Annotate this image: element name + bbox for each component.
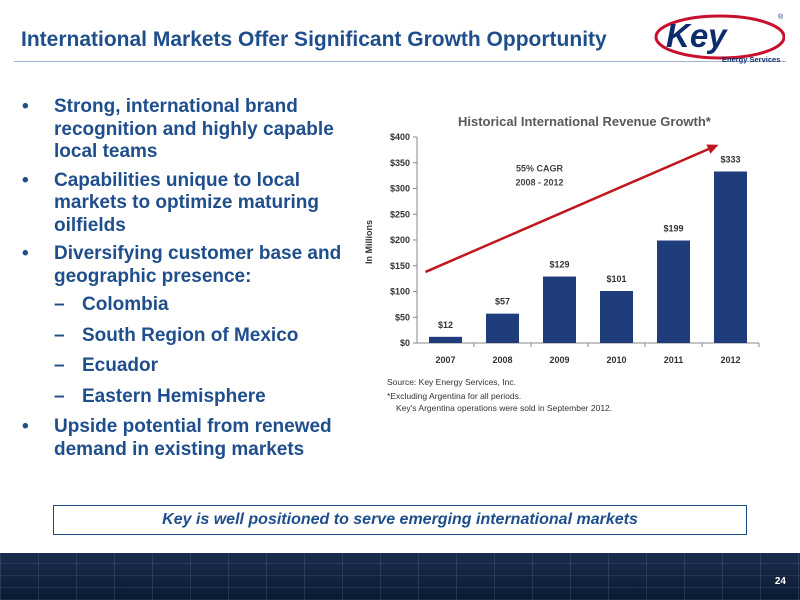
dash-mark: – bbox=[54, 324, 65, 346]
data-label: $199 bbox=[663, 224, 683, 234]
slide-title: International Markets Offer Significant … bbox=[21, 28, 607, 51]
bullet-text: Capabilities unique to local markets to … bbox=[54, 169, 319, 236]
dash-mark: – bbox=[54, 294, 65, 315]
bullet-mark: • bbox=[22, 416, 29, 437]
title-divider bbox=[14, 61, 786, 62]
chart-title: Historical International Revenue Growth* bbox=[458, 114, 711, 129]
bullet-text: Diversifying customer base and geographi… bbox=[54, 243, 342, 287]
y-tick-label: $400 bbox=[390, 132, 410, 142]
sub-bullet-item: – Eastern Hemisphere bbox=[22, 386, 362, 409]
bullet-text: Colombia bbox=[82, 294, 169, 315]
footnote-argentina-sold: Key's Argentina operations were sold in … bbox=[396, 403, 613, 413]
x-tick-label: 2009 bbox=[549, 355, 569, 365]
y-tick-label: $50 bbox=[395, 312, 410, 322]
bullet-text: Eastern Hemisphere bbox=[82, 385, 266, 407]
y-tick-label: $300 bbox=[390, 184, 410, 194]
footer-band bbox=[0, 553, 800, 600]
cagr-period-label: 2008 - 2012 bbox=[515, 178, 563, 188]
y-axis-label: In Millions bbox=[364, 220, 374, 264]
bullet-text: Upside potential from renewed demand in … bbox=[54, 416, 332, 460]
data-label: $101 bbox=[606, 274, 626, 284]
trend-arrow-head bbox=[706, 144, 719, 154]
bullet-text: Strong, international brand recognition … bbox=[54, 96, 334, 162]
bullet-text: Ecuador bbox=[82, 355, 159, 376]
bar-2007 bbox=[429, 336, 462, 343]
x-tick-label: 2011 bbox=[664, 355, 684, 365]
x-tick-label: 2010 bbox=[606, 355, 626, 365]
bar-2012 bbox=[714, 171, 747, 343]
y-tick-label: $200 bbox=[390, 235, 410, 245]
bar-2011 bbox=[657, 240, 690, 343]
logo-registered-mark: ® bbox=[778, 13, 784, 21]
y-tick-label: $0 bbox=[400, 338, 410, 348]
bullet-mark: • bbox=[22, 96, 29, 117]
bullet-list: • Strong, international brand recognition… bbox=[22, 96, 362, 467]
dash-mark: – bbox=[54, 385, 65, 407]
bullet-item: • Diversifying customer base and geograph… bbox=[22, 243, 362, 288]
y-tick-label: $250 bbox=[390, 209, 410, 219]
page-number: 24 bbox=[774, 576, 786, 587]
bullet-item: • Capabilities unique to local markets to… bbox=[22, 170, 362, 238]
bullet-item: • Strong, international brand recognition… bbox=[22, 96, 362, 164]
key-message-callout: Key is well positioned to serve emerging… bbox=[53, 505, 747, 535]
x-tick-label: 2007 bbox=[435, 355, 455, 365]
data-label: $12 bbox=[438, 320, 453, 330]
cagr-label: 55% CAGR bbox=[516, 164, 564, 174]
x-tick-label: 2008 bbox=[492, 355, 512, 365]
x-tick-label: 2012 bbox=[720, 355, 740, 365]
bullet-mark: • bbox=[22, 169, 29, 191]
dash-mark: – bbox=[54, 355, 65, 376]
revenue-bar-chart: $0 $50 $100 $150 $200 $250 $300 $350 $400 In Mill… bbox=[364, 132, 760, 365]
logo-subtitle: Energy Services bbox=[722, 55, 780, 64]
data-label: $57 bbox=[495, 297, 510, 307]
trend-arrow-line bbox=[425, 147, 709, 274]
footnote-excluding-argentina: *Excluding Argentina for all periods. bbox=[387, 391, 522, 401]
key-logo: Key ® Energy Services bbox=[654, 13, 785, 64]
y-tick-label: $150 bbox=[390, 261, 410, 271]
sub-bullet-item: – South Region of Mexico bbox=[22, 325, 362, 348]
logo-swoosh bbox=[654, 14, 785, 60]
source-note: Source: Key Energy Services, Inc. bbox=[387, 377, 516, 387]
data-label: $129 bbox=[549, 260, 569, 270]
bullet-text: South Region of Mexico bbox=[82, 324, 299, 346]
bullet-item: • Upside potential from renewed demand in… bbox=[22, 416, 362, 461]
sub-bullet-item: – Colombia bbox=[22, 294, 362, 317]
y-tick-label: $350 bbox=[390, 158, 410, 168]
bar-2010 bbox=[600, 290, 633, 343]
logo-wordmark: Key bbox=[666, 17, 728, 54]
data-label: $333 bbox=[720, 155, 740, 165]
bar-2009 bbox=[543, 276, 576, 343]
bar-2008 bbox=[486, 313, 519, 343]
sub-bullet-item: – Ecuador bbox=[22, 355, 362, 378]
bullet-mark: • bbox=[22, 243, 29, 264]
y-tick-label: $100 bbox=[390, 287, 410, 297]
